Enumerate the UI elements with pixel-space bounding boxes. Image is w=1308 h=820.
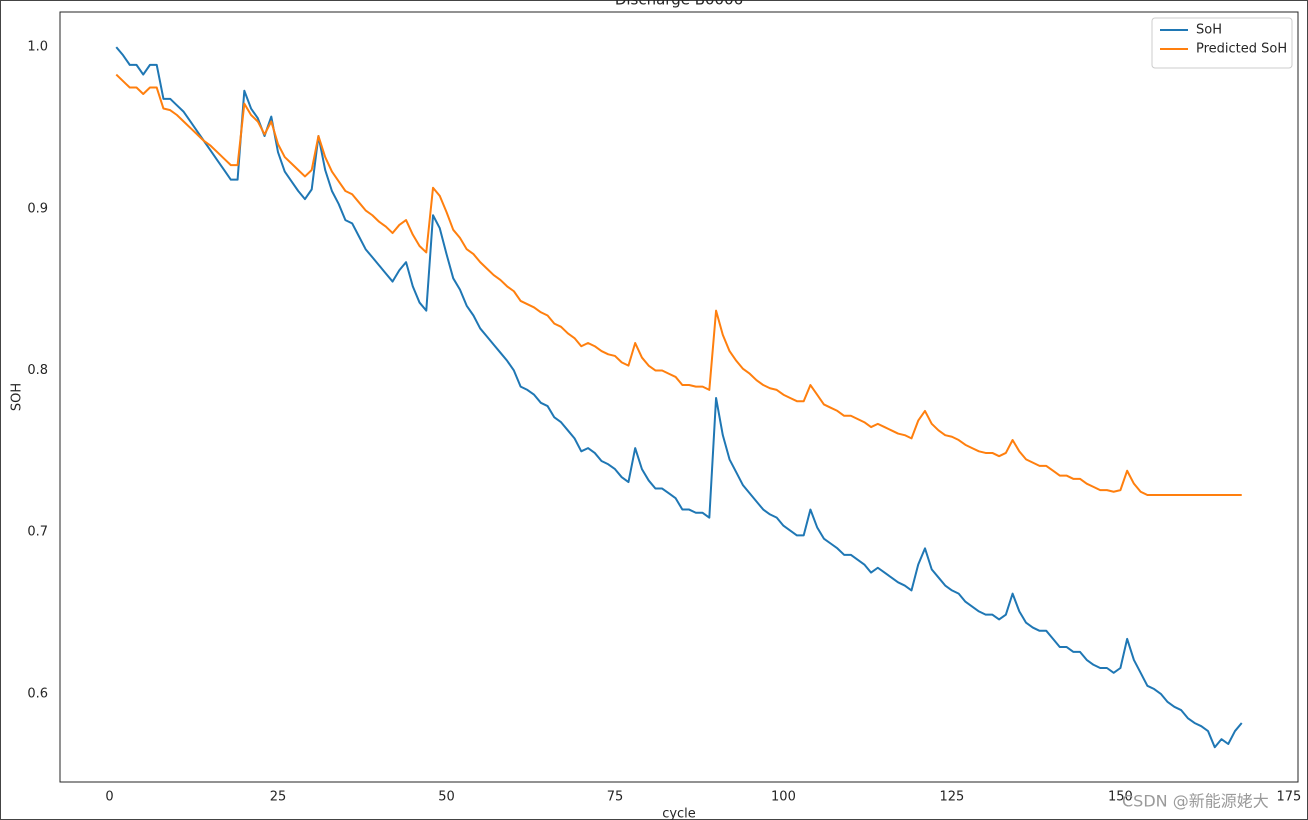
x-tick-label: 150 [1108,790,1133,805]
y-tick-label: 1.0 [27,40,48,55]
x-tick-label: 25 [270,790,287,805]
y-tick-label: 0.6 [27,686,48,701]
watermark: CSDN @新能源姥大 [1122,792,1269,811]
x-axis-label: cycle [662,807,696,820]
x-tick-label: 100 [771,790,796,805]
x-tick-label: 0 [105,790,113,805]
legend-label: SoH [1196,23,1222,38]
x-tick-label: 175 [1276,790,1301,805]
chart-title: Discharge B0006 [615,0,743,9]
series-line [115,73,1242,496]
series-line [115,46,1243,749]
plot-frame [59,11,1299,783]
x-tick-label: 125 [940,790,965,805]
y-tick-label: 0.8 [27,363,48,378]
y-tick-label: 0.7 [27,525,48,540]
y-tick-label: 0.9 [27,201,48,216]
x-tick-label: 50 [438,790,455,805]
legend-label: Predicted SoH [1196,42,1287,57]
y-axis-label: SOH [10,383,25,411]
x-tick-label: 75 [607,790,624,805]
